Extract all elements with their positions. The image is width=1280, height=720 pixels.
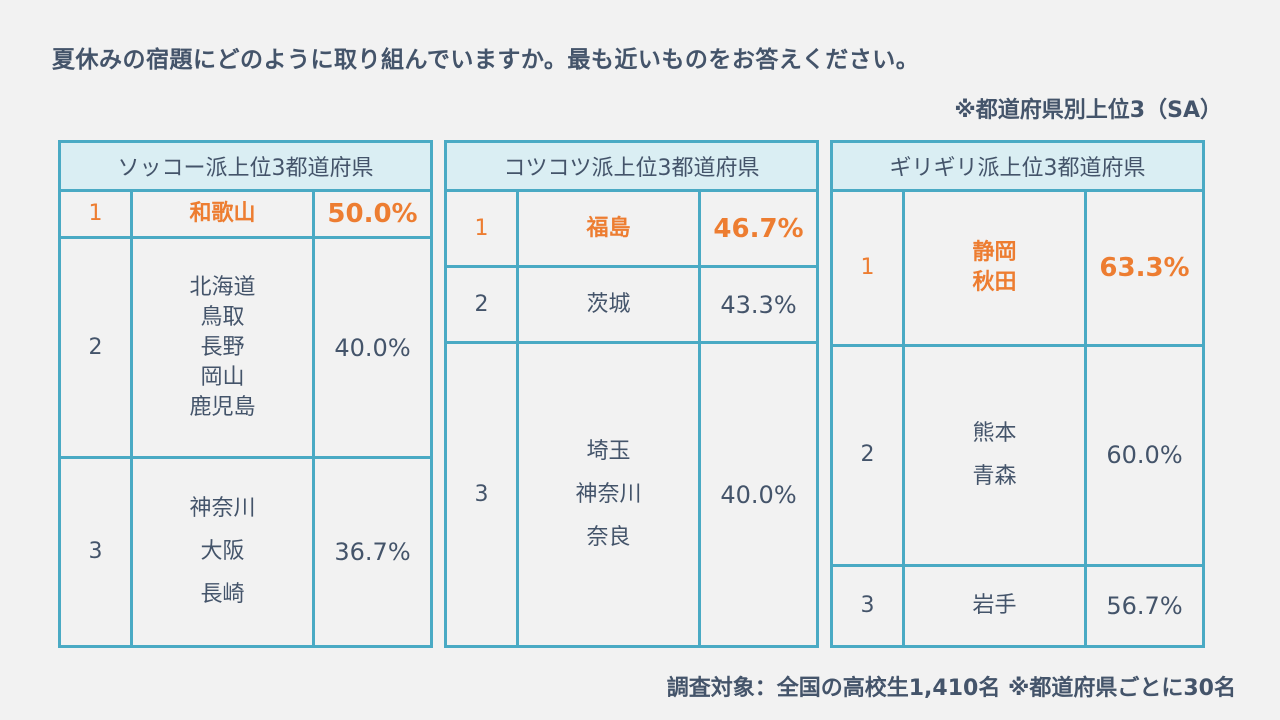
note: ※都道府県別上位3（SA） (954, 98, 1222, 123)
rank-cell: 1 (58, 188, 133, 240)
prefecture-cell: 熊本 青森 (902, 344, 1087, 567)
survey-question: 夏休みの宿題にどのように取り組んでいますか。最も近いものをお答えください。 (52, 47, 920, 73)
prefecture-cell: 茨城 (516, 265, 701, 344)
rank-cell: 3 (830, 563, 905, 649)
percent-cell: 46.7% (698, 189, 819, 268)
prefecture-name: 和歌山 (189, 201, 256, 227)
prefecture-name: 熊本 (972, 421, 1017, 447)
prefecture-cell: 埼玉 神奈川 奈良 (516, 341, 701, 648)
prefecture-name: 神奈川 (575, 482, 642, 507)
table-row: 2 北海道鳥取長野岡山鹿児島 40.0% (58, 236, 433, 459)
prefecture-cell: 静岡 秋田 (902, 188, 1087, 348)
percent-cell: 60.0% (1084, 344, 1205, 567)
prefecture-name: 青森 (972, 464, 1017, 490)
prefecture-cell: 神奈川 大阪 長崎 (130, 455, 315, 649)
table-row: 1 静岡秋田 63.3% (830, 188, 1205, 348)
prefecture-cell: 福島 (516, 189, 701, 268)
prefecture-name: 鳥取 (200, 304, 245, 330)
rank-cell: 3 (444, 341, 519, 648)
percent-cell: 40.0% (312, 236, 433, 459)
prefecture-name: 奈良 (586, 525, 631, 550)
ranking-table: コツコツ派上位3都道府県 1 福島 46.7% 2 茨城 43.3% 3 埼玉神… (444, 140, 819, 648)
prefecture-name: 埼玉 (586, 439, 631, 464)
table-header: ギリギリ派上位3都道府県 (830, 140, 1205, 192)
ranking-table: ソッコー派上位3都道府県 1 和歌山 50.0% 2 北海道鳥取長野岡山鹿児島 … (58, 140, 433, 649)
prefecture-name: 北海道 (189, 274, 256, 300)
table-row: 1 和歌山 50.0% (58, 188, 433, 240)
ranking-table: ギリギリ派上位3都道府県 1 静岡秋田 63.3% 2 熊本青森 60.0% 3… (830, 140, 1205, 649)
percent-cell: 40.0% (698, 341, 819, 648)
prefecture-name: 大阪 (200, 539, 245, 565)
rank-cell: 2 (444, 265, 519, 344)
percent-cell: 36.7% (312, 455, 433, 649)
prefecture-cell: 和歌山 (130, 188, 315, 240)
percent-cell: 43.3% (698, 265, 819, 344)
percent-cell: 50.0% (312, 188, 433, 240)
table-header: コツコツ派上位3都道府県 (444, 140, 819, 192)
percent-cell: 63.3% (1084, 188, 1205, 348)
prefecture-name: 茨城 (586, 291, 631, 317)
prefecture-cell: 北海道鳥取長野岡山鹿児島 (130, 236, 315, 459)
rank-cell: 3 (58, 455, 133, 649)
percent-cell: 56.7% (1084, 563, 1205, 649)
table-row: 2 茨城 43.3% (444, 265, 819, 344)
rank-cell: 2 (830, 344, 905, 567)
prefecture-name: 岩手 (972, 592, 1017, 618)
rank-cell: 1 (830, 188, 905, 348)
table-row: 3 神奈川大阪長崎 36.7% (58, 455, 433, 649)
prefecture-cell: 岩手 (902, 563, 1087, 649)
prefecture-name: 秋田 (972, 270, 1017, 296)
prefecture-name: 岡山 (200, 364, 245, 390)
prefecture-name: 長崎 (200, 582, 245, 608)
table-header: ソッコー派上位3都道府県 (58, 140, 433, 192)
prefecture-name: 神奈川 (189, 496, 256, 522)
table-row: 3 岩手 56.7% (830, 563, 1205, 649)
table-row: 1 福島 46.7% (444, 189, 819, 268)
prefecture-name: 長野 (200, 334, 245, 360)
prefecture-name: 静岡 (972, 240, 1017, 266)
rank-cell: 1 (444, 189, 519, 268)
prefecture-name: 鹿児島 (189, 394, 256, 420)
table-row: 2 熊本青森 60.0% (830, 344, 1205, 567)
survey-footnote: 調査対象：全国の高校生1,410名 ※都道府県ごとに30名 (666, 676, 1236, 701)
table-row: 3 埼玉神奈川奈良 40.0% (444, 341, 819, 648)
rank-cell: 2 (58, 236, 133, 459)
prefecture-name: 福島 (586, 215, 631, 241)
